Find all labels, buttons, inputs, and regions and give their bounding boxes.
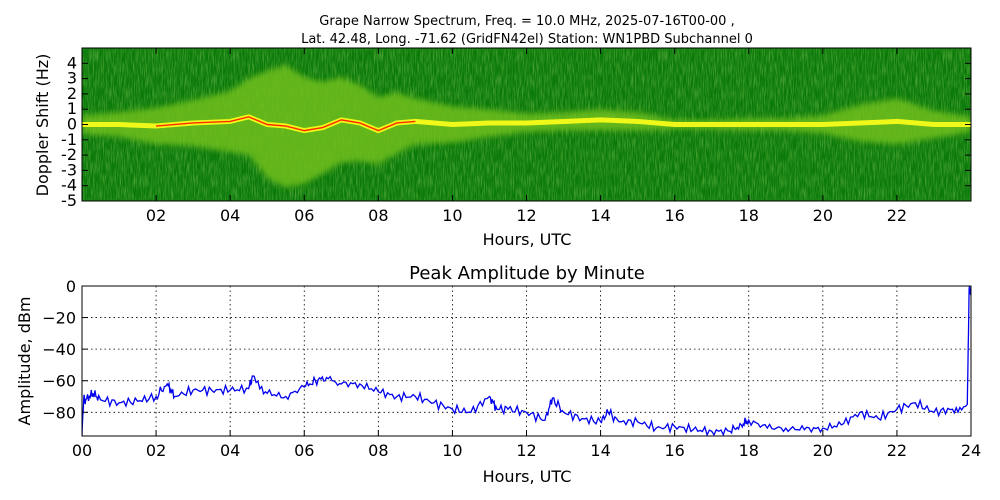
spectrogram-ytick-label: -4 xyxy=(61,176,77,195)
spectrogram-xtick-label: 10 xyxy=(442,206,462,225)
spectrogram-xtick-label: 14 xyxy=(590,206,610,225)
amplitude-grid xyxy=(81,285,972,436)
amplitude-xtick-label: 02 xyxy=(146,441,166,460)
spectrogram-xtick-label: 02 xyxy=(146,206,166,225)
amplitude-series-line xyxy=(82,286,971,436)
amplitude-plot-area xyxy=(82,286,971,436)
spectrogram-ytick-label: 2 xyxy=(67,84,77,103)
spectrogram-xtick-label: 12 xyxy=(516,206,536,225)
amplitude-ytick-label: −80 xyxy=(42,403,76,422)
amplitude-ticks: 00 02 04 06 08 10 12 14 16 18 20 22 24 0 −20 −40 −60 −80 xyxy=(42,277,981,460)
amplitude-ytick-label: −60 xyxy=(42,372,76,391)
spectrogram-ytick-label: -2 xyxy=(61,145,77,164)
spectrogram-signal-band xyxy=(82,64,971,188)
amplitude-ytick-label: 0 xyxy=(66,277,76,296)
spectrogram-ytick-label: 3 xyxy=(67,69,77,88)
amplitude-xtick-label: 24 xyxy=(961,441,981,460)
amplitude-xtick-label: 20 xyxy=(813,441,833,460)
amplitude-ytick-label: −40 xyxy=(42,340,76,359)
amplitude-ytick-label: −20 xyxy=(42,309,76,328)
spectrogram-xtick-label: 16 xyxy=(664,206,684,225)
spectrogram-xtick-label: 04 xyxy=(220,206,240,225)
amplitude-ylabel: Amplitude, dBm xyxy=(15,297,34,426)
amplitude-title: Peak Amplitude by Minute xyxy=(409,263,645,284)
spectrogram-ytick-label: 1 xyxy=(67,99,77,118)
spectrogram-ytick-label: 0 xyxy=(67,115,77,134)
spectrogram-ytick-label: -1 xyxy=(61,130,77,149)
spectrogram-xlabel: Hours, UTC xyxy=(483,230,572,249)
amplitude-xlabel: Hours, UTC xyxy=(483,467,572,486)
spectrogram-doppler-peak xyxy=(156,116,416,132)
spectrogram-xtick-label: 20 xyxy=(813,206,833,225)
amplitude-xtick-label: 18 xyxy=(739,441,759,460)
amplitude-xtick-label: 16 xyxy=(664,441,684,460)
spectrogram-ytick-label: -3 xyxy=(61,160,77,179)
amplitude-xtick-label: 12 xyxy=(516,441,536,460)
spectrogram-ytick-label: 4 xyxy=(67,53,77,72)
amplitude-xtick-label: 22 xyxy=(887,441,907,460)
spectrogram-ylabel: Doppler Shift (Hz) xyxy=(33,54,52,197)
amplitude-xtick-label: 00 xyxy=(72,441,92,460)
amplitude-xtick-label: 04 xyxy=(220,441,240,460)
spectrum-title-line2: Lat. 42.48, Long. -71.62 (GridFN42el) St… xyxy=(301,32,753,47)
spectrum-title-line1: Grape Narrow Spectrum, Freq. = 10.0 MHz,… xyxy=(319,14,734,29)
spectrogram-ytick-label: -5 xyxy=(61,191,77,210)
spectrogram-xtick-label: 18 xyxy=(739,206,759,225)
spectrogram-xtick-label: 08 xyxy=(368,206,388,225)
amplitude-xtick-label: 14 xyxy=(590,441,610,460)
amplitude-xtick-label: 10 xyxy=(442,441,462,460)
spectrogram-xtick-label: 22 xyxy=(887,206,907,225)
spectrogram-plot-area xyxy=(82,48,971,201)
amplitude-xtick-label: 08 xyxy=(368,441,388,460)
amplitude-xtick-label: 06 xyxy=(294,441,314,460)
spectrogram-xtick-label: 06 xyxy=(294,206,314,225)
